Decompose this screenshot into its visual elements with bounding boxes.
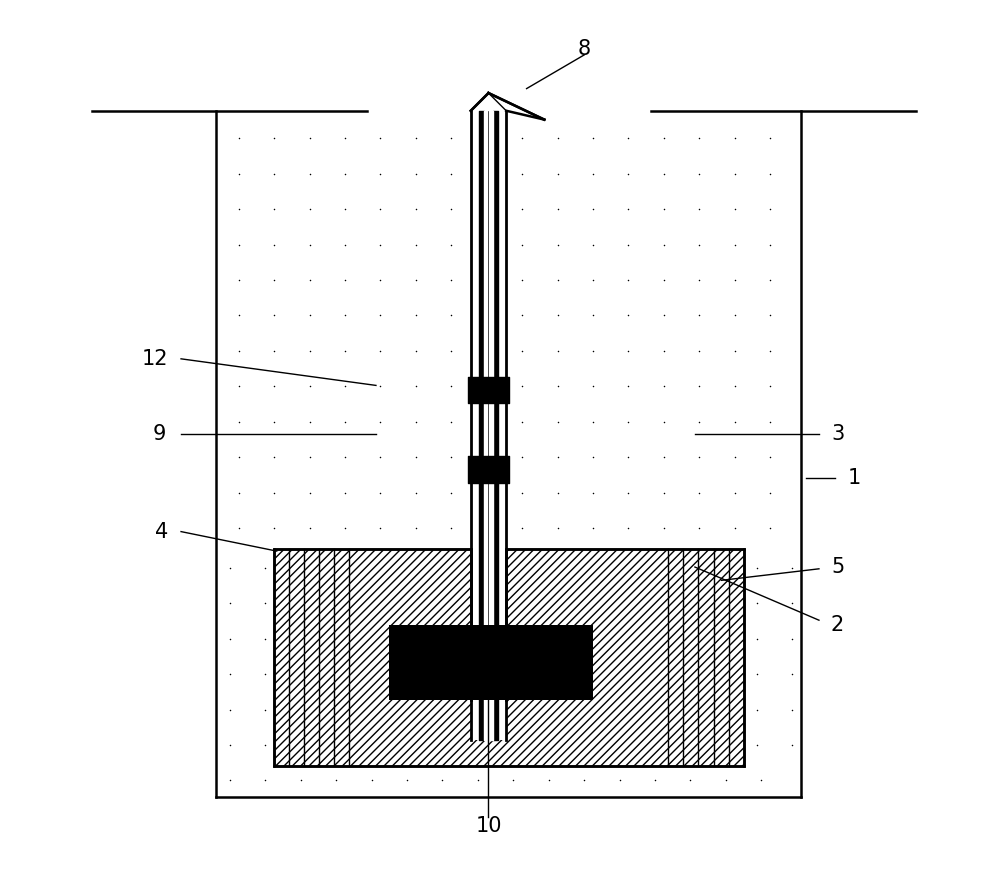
Text: 2: 2 <box>830 615 843 634</box>
Text: 9: 9 <box>152 424 166 444</box>
Text: 8: 8 <box>578 39 591 58</box>
Text: 5: 5 <box>832 557 845 577</box>
Bar <box>274 549 744 766</box>
Bar <box>389 625 593 700</box>
Bar <box>274 549 744 766</box>
Bar <box>471 111 506 740</box>
Text: 3: 3 <box>832 424 845 444</box>
Text: 10: 10 <box>475 816 502 835</box>
Text: 12: 12 <box>141 349 168 369</box>
Text: 1: 1 <box>848 469 861 488</box>
Text: 4: 4 <box>155 522 168 541</box>
Polygon shape <box>471 93 506 111</box>
